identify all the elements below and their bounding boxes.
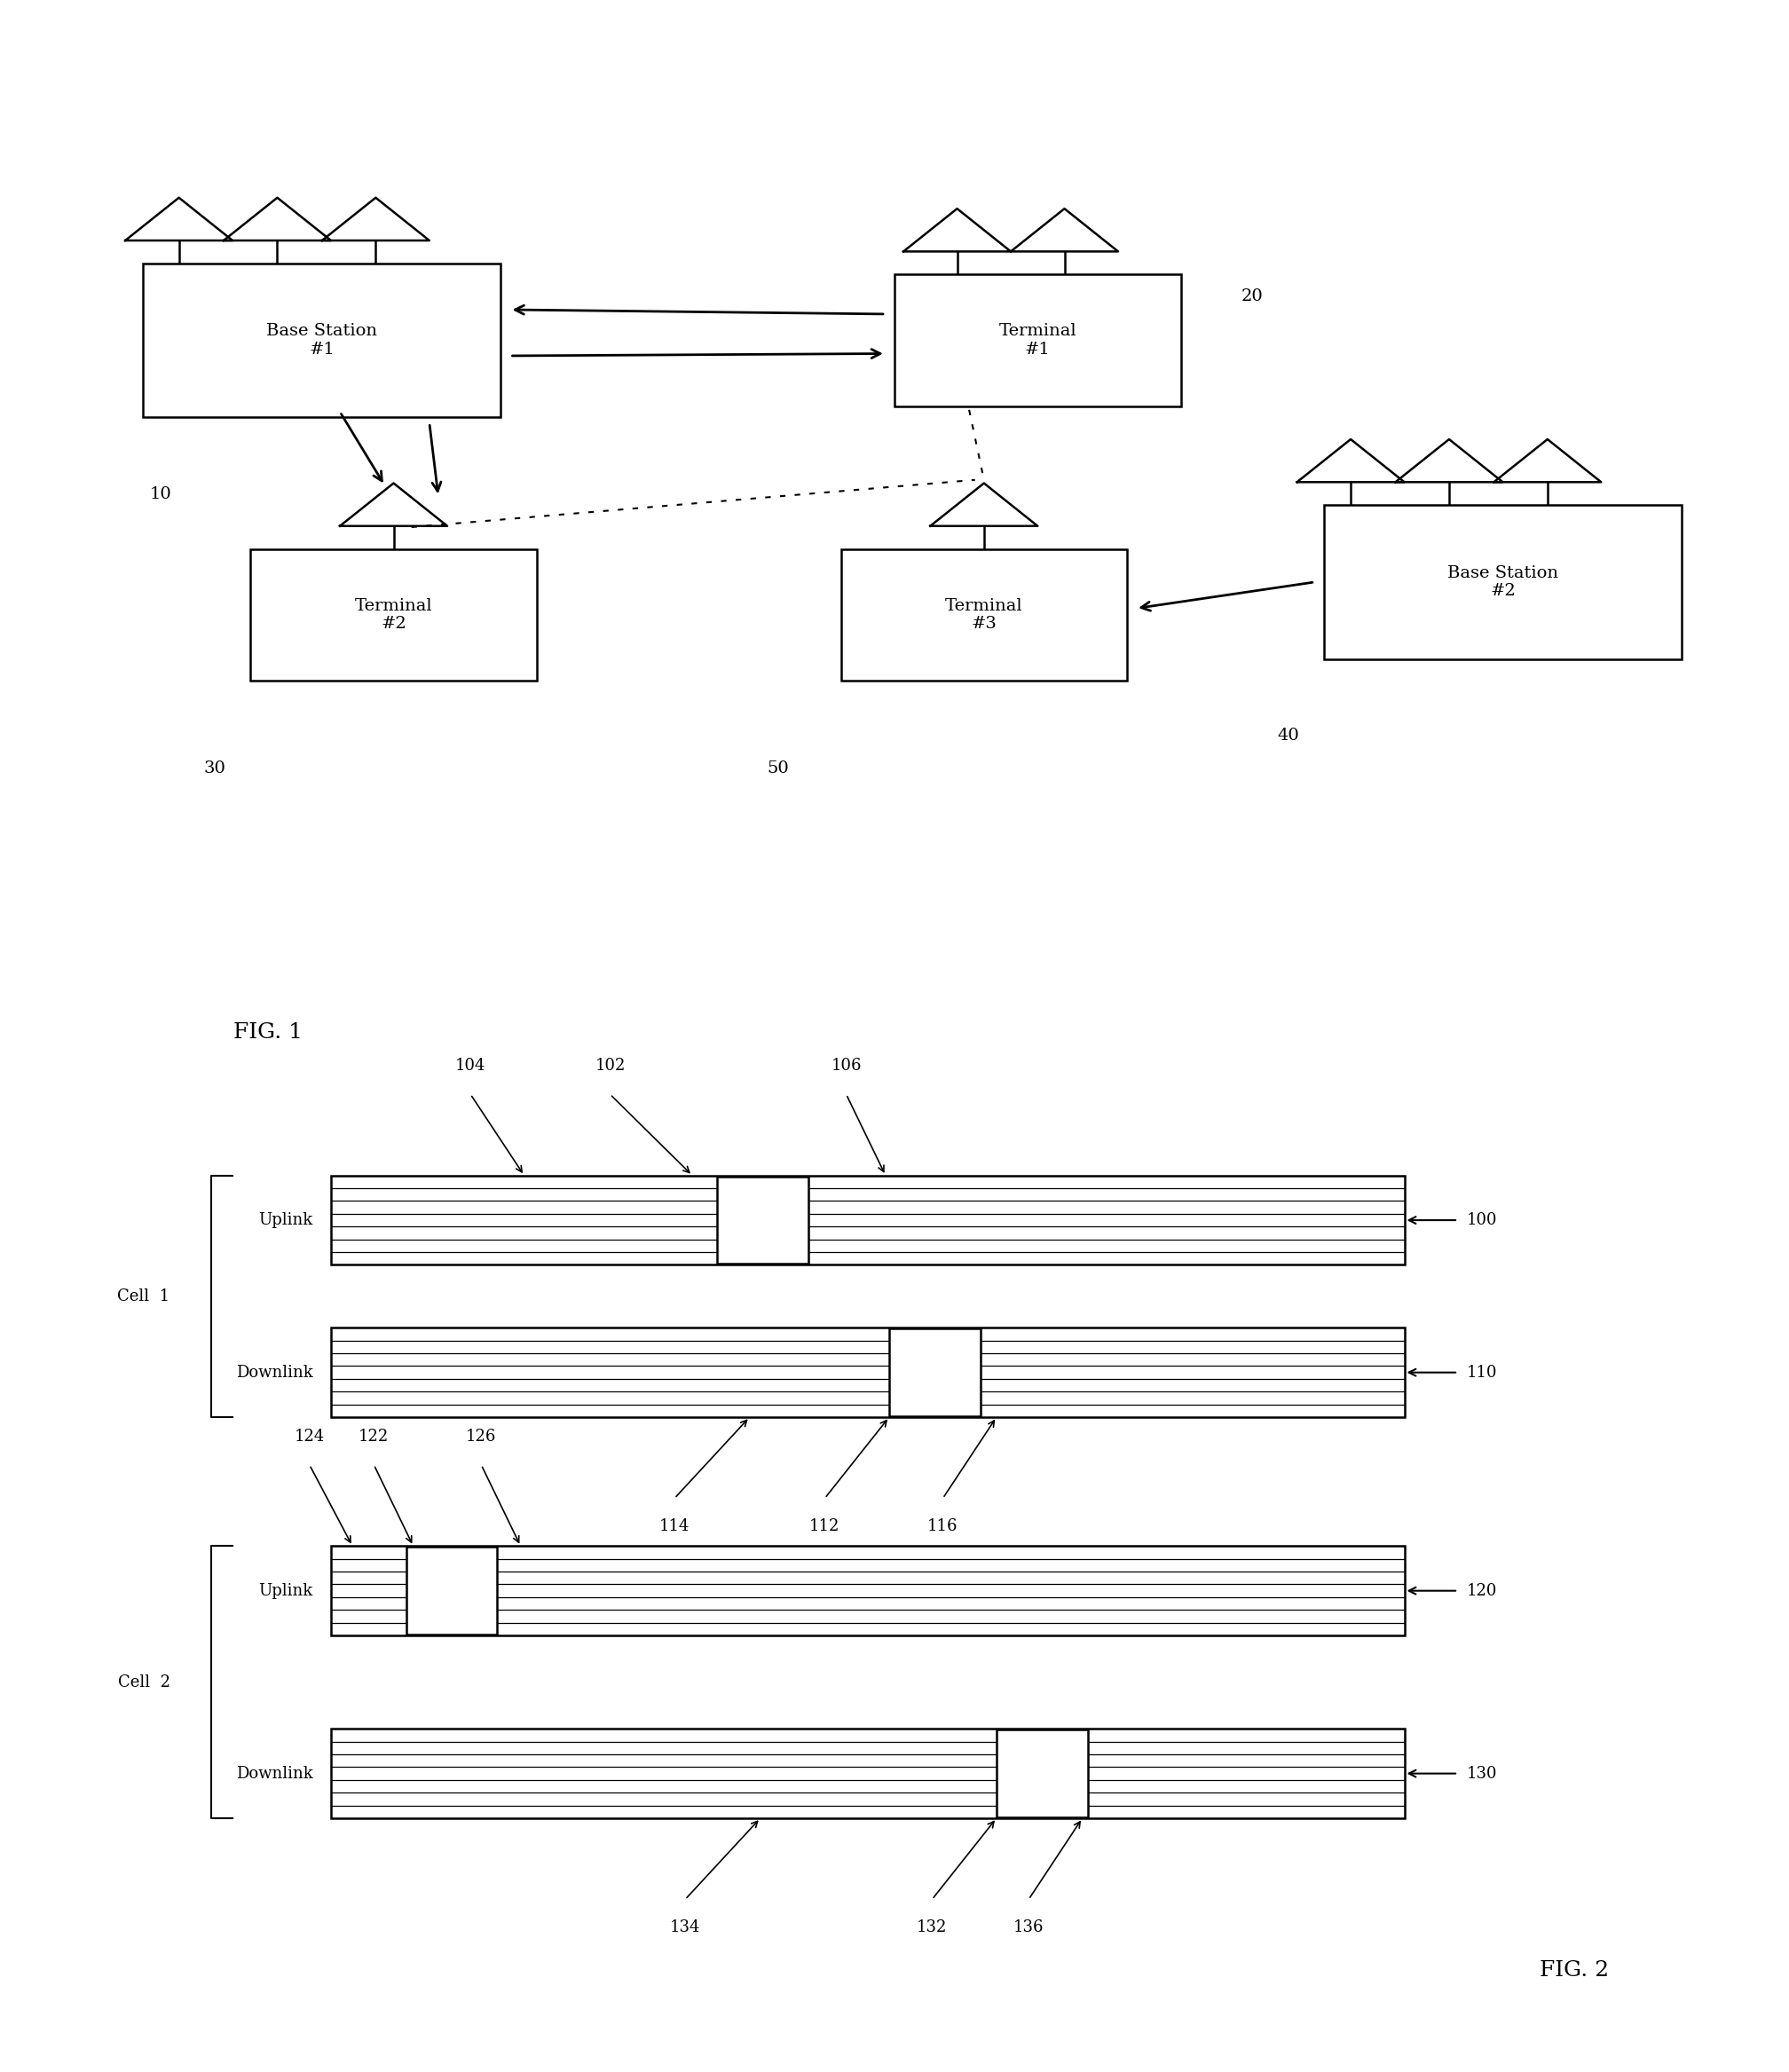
Text: FIG. 2: FIG. 2 [1540, 1960, 1608, 1981]
Text: Uplink: Uplink [259, 1212, 313, 1229]
Bar [331, 1175, 1404, 1264]
Text: 120: 120 [1467, 1583, 1497, 1600]
Text: 122: 122 [360, 1428, 388, 1444]
Text: 116: 116 [927, 1519, 959, 1535]
Text: 136: 136 [1013, 1919, 1045, 1935]
Bar [250, 549, 537, 682]
Text: 50: 50 [767, 760, 789, 777]
Text: 106: 106 [830, 1059, 862, 1073]
Text: 134: 134 [669, 1919, 701, 1935]
Bar [331, 1546, 1404, 1635]
Bar [143, 263, 501, 416]
Text: 126: 126 [465, 1428, 497, 1444]
Bar [841, 549, 1127, 682]
Text: Downlink: Downlink [236, 1765, 313, 1782]
Bar [331, 1728, 1404, 1819]
Text: Terminal
#1: Terminal #1 [998, 323, 1077, 358]
Text: 100: 100 [1467, 1212, 1497, 1229]
Bar [717, 1177, 809, 1264]
Text: 40: 40 [1277, 727, 1299, 744]
Text: Terminal
#3: Terminal #3 [945, 597, 1023, 632]
Text: Cell  2: Cell 2 [118, 1674, 170, 1691]
Text: Downlink: Downlink [236, 1365, 313, 1380]
Text: Base Station
#2: Base Station #2 [1447, 566, 1558, 599]
Text: Uplink: Uplink [259, 1583, 313, 1600]
Text: FIG. 1: FIG. 1 [234, 1021, 302, 1042]
Bar [1324, 506, 1682, 659]
Text: Base Station
#1: Base Station #1 [267, 323, 377, 358]
Bar [996, 1730, 1088, 1817]
Text: 110: 110 [1467, 1365, 1497, 1380]
Text: 130: 130 [1467, 1765, 1497, 1782]
Text: 30: 30 [204, 760, 225, 777]
Text: 124: 124 [295, 1428, 324, 1444]
Bar [331, 1328, 1404, 1417]
Text: 112: 112 [809, 1519, 841, 1535]
Text: 114: 114 [658, 1519, 691, 1535]
Text: 10: 10 [150, 487, 172, 501]
Bar [889, 1328, 980, 1415]
Bar [894, 276, 1181, 406]
Text: 20: 20 [1242, 288, 1263, 305]
Text: 104: 104 [454, 1059, 487, 1073]
Text: Terminal
#2: Terminal #2 [354, 597, 433, 632]
Text: 132: 132 [916, 1919, 948, 1935]
Text: Cell  1: Cell 1 [118, 1289, 170, 1303]
Text: 102: 102 [594, 1059, 626, 1073]
Bar [406, 1548, 497, 1635]
